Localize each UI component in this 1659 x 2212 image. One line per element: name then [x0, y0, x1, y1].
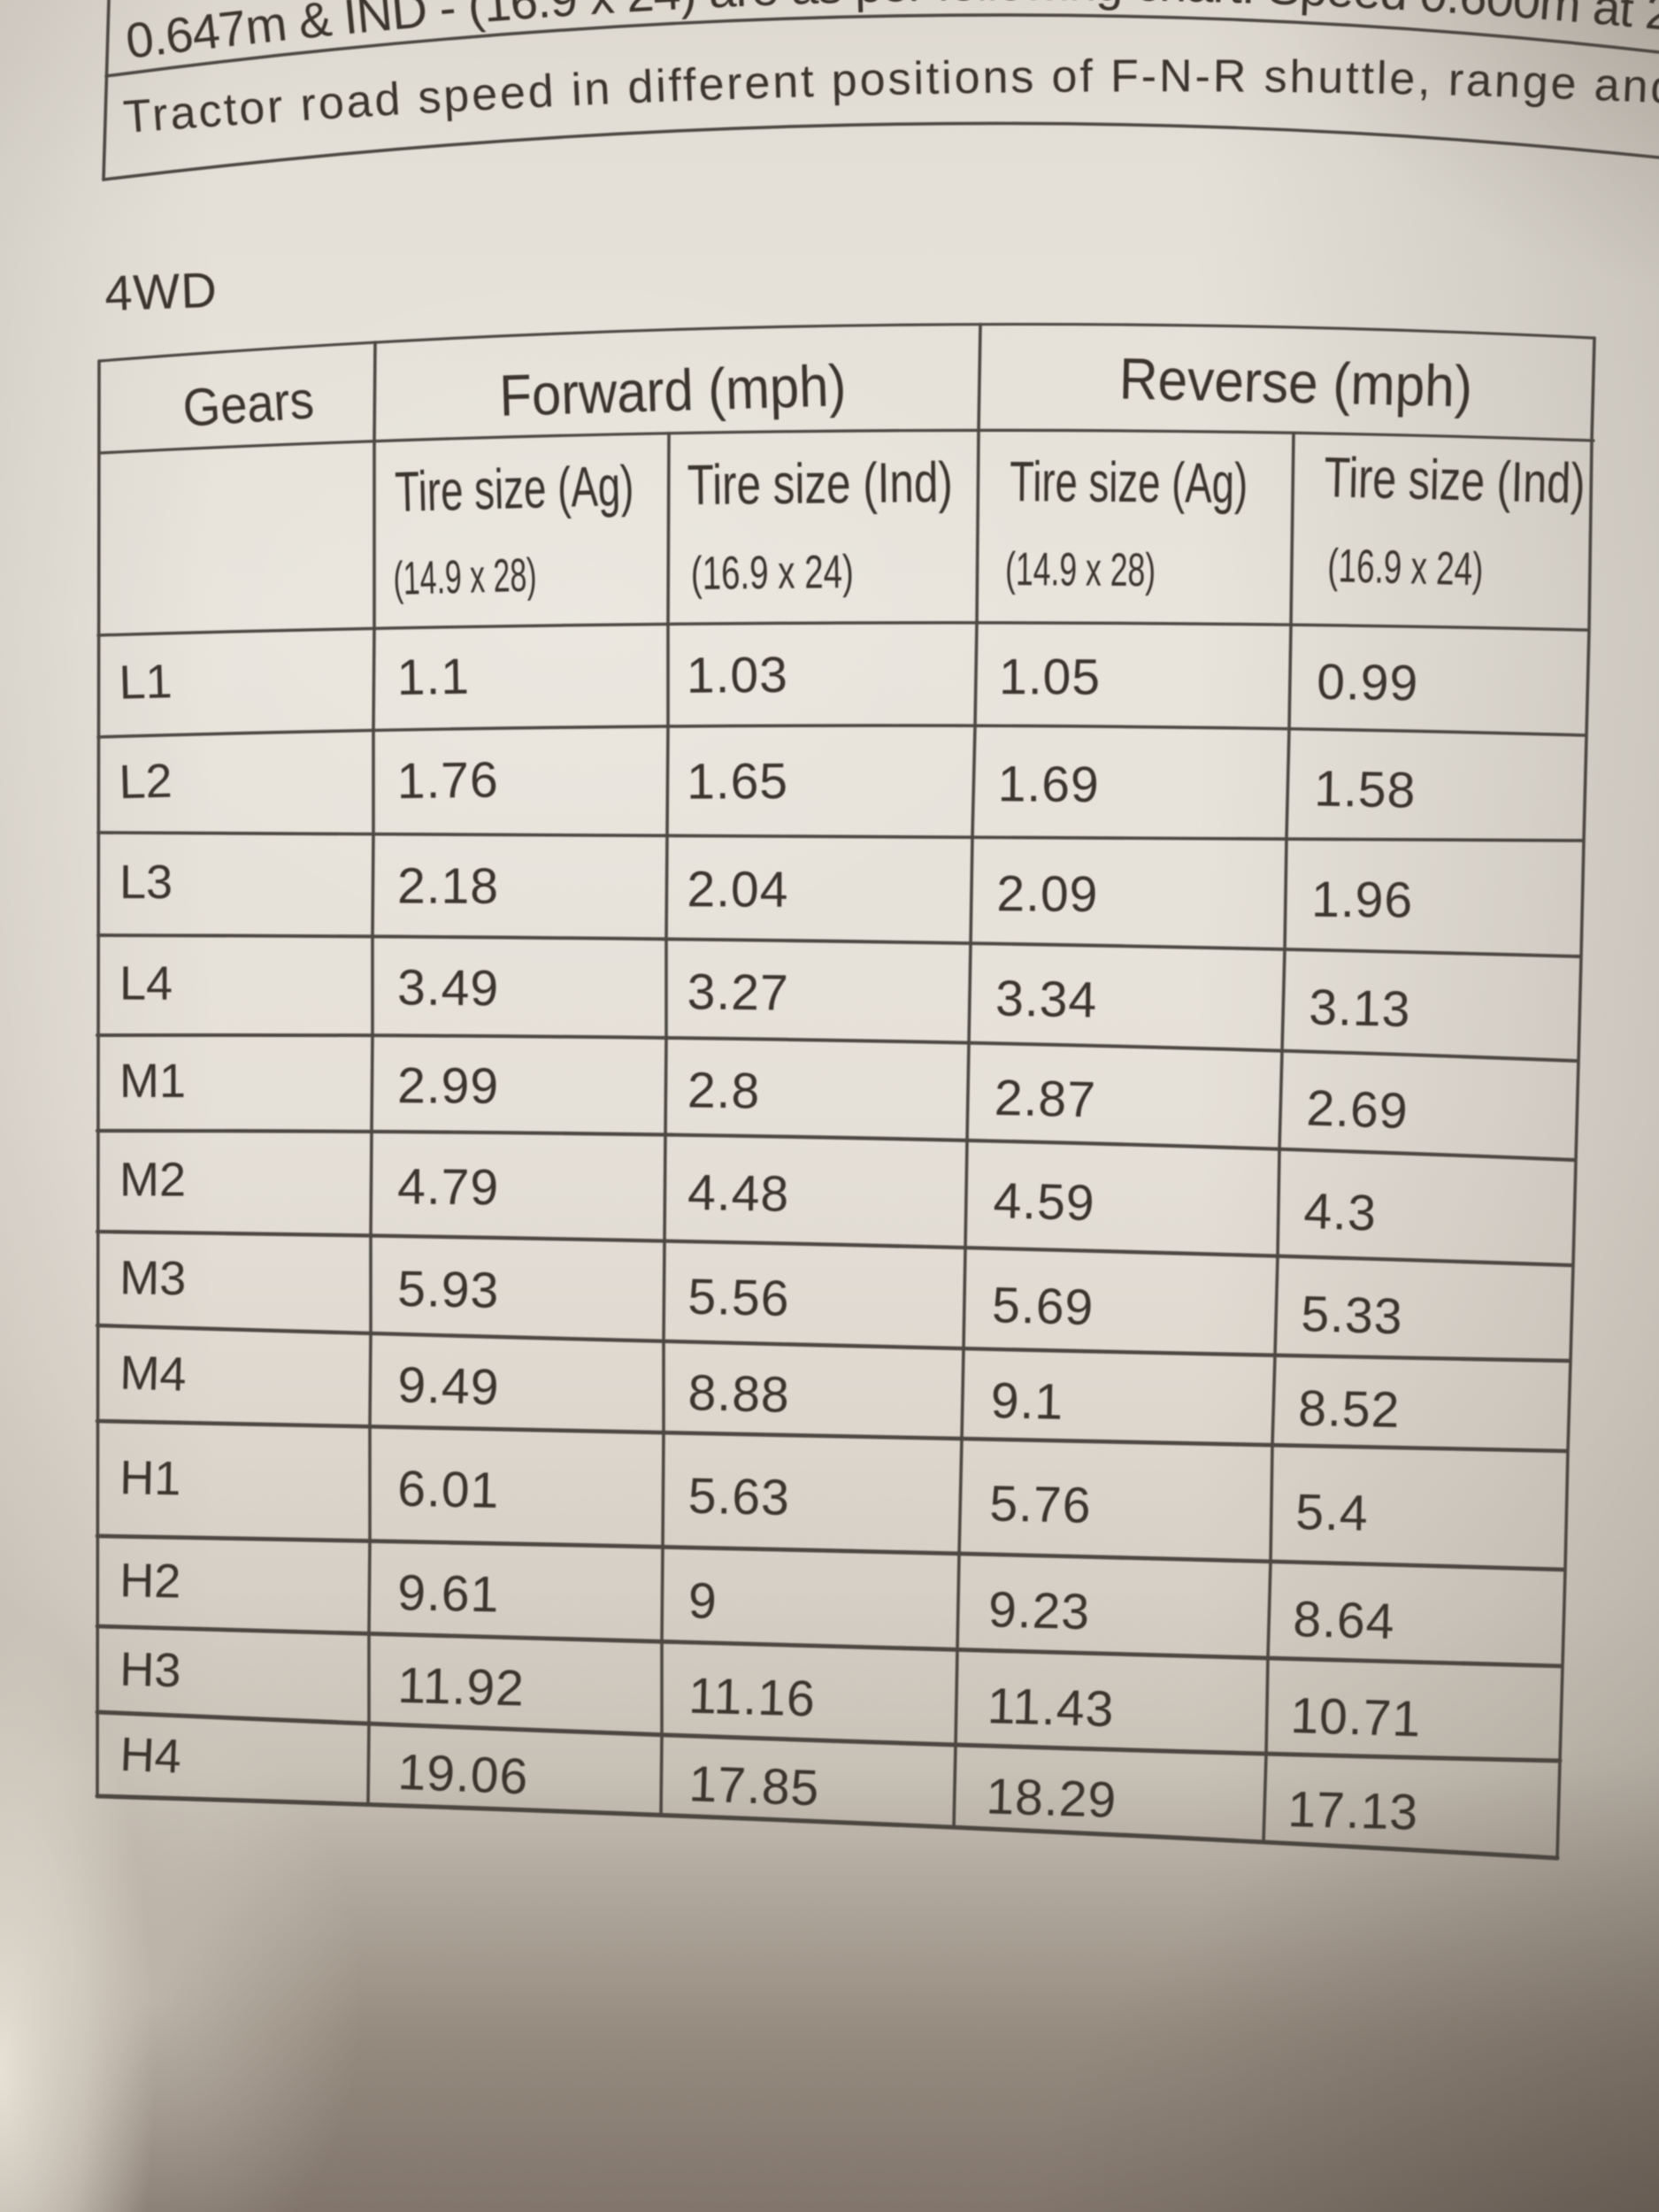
- svg-text:H3: H3: [119, 1643, 182, 1698]
- svg-text:17.85: 17.85: [688, 1755, 821, 1816]
- svg-text:2.18: 2.18: [397, 858, 499, 915]
- svg-text:18.29: 18.29: [986, 1768, 1118, 1828]
- svg-text:Tire size (Ind): Tire size (Ind): [1324, 445, 1586, 515]
- svg-text:9.61: 9.61: [397, 1564, 500, 1623]
- svg-text:5.4: 5.4: [1295, 1484, 1370, 1542]
- svg-text:(16.9 x 24): (16.9 x 24): [690, 546, 854, 600]
- svg-text:4.3: 4.3: [1303, 1183, 1378, 1242]
- svg-text:1.05: 1.05: [999, 649, 1101, 705]
- svg-text:H4: H4: [119, 1728, 182, 1784]
- svg-text:Reverse (mph): Reverse (mph): [1118, 345, 1473, 419]
- svg-text:3.49: 3.49: [397, 959, 499, 1017]
- svg-text:2.99: 2.99: [397, 1057, 499, 1115]
- svg-text:M2: M2: [119, 1153, 186, 1206]
- svg-text:3.13: 3.13: [1309, 979, 1411, 1039]
- svg-text:(16.9 x 24): (16.9 x 24): [1327, 540, 1484, 595]
- svg-text:Forward (mph): Forward (mph): [498, 352, 847, 428]
- svg-text:1.69: 1.69: [998, 756, 1100, 813]
- svg-text:3.34: 3.34: [995, 971, 1098, 1029]
- svg-text:10.71: 10.71: [1290, 1687, 1422, 1747]
- svg-text:1.03: 1.03: [687, 647, 788, 704]
- svg-text:H2: H2: [119, 1554, 181, 1608]
- svg-text:Tire size (Ag): Tire size (Ag): [1010, 449, 1248, 515]
- svg-text:5.33: 5.33: [1301, 1286, 1404, 1345]
- svg-text:2.8: 2.8: [687, 1062, 761, 1119]
- svg-text:5.63: 5.63: [687, 1468, 790, 1526]
- svg-text:2.09: 2.09: [996, 865, 1098, 923]
- svg-text:5.93: 5.93: [397, 1261, 500, 1319]
- svg-text:5.56: 5.56: [687, 1269, 790, 1327]
- svg-text:4.59: 4.59: [993, 1172, 1096, 1232]
- svg-text:1.96: 1.96: [1311, 872, 1413, 929]
- svg-text:Tire size (Ag): Tire size (Ag): [394, 454, 634, 524]
- svg-text:M4: M4: [119, 1347, 188, 1402]
- svg-text:9.1: 9.1: [990, 1372, 1064, 1431]
- svg-text:1.76: 1.76: [396, 752, 499, 810]
- svg-text:8.88: 8.88: [687, 1364, 791, 1424]
- svg-text:H1: H1: [119, 1451, 181, 1505]
- svg-text:9.49: 9.49: [397, 1356, 501, 1416]
- svg-text:Tire size (Ind): Tire size (Ind): [687, 450, 953, 517]
- svg-text:L4: L4: [119, 957, 173, 1010]
- svg-text:2.87: 2.87: [994, 1070, 1096, 1129]
- svg-text:3.27: 3.27: [687, 964, 789, 1021]
- svg-text:Gears: Gears: [181, 370, 316, 438]
- svg-text:9: 9: [687, 1572, 718, 1630]
- svg-text:5.76: 5.76: [989, 1476, 1092, 1534]
- svg-text:L2: L2: [119, 755, 173, 810]
- svg-text:M1: M1: [119, 1055, 186, 1108]
- svg-text:(14.9 x 28): (14.9 x 28): [393, 549, 538, 605]
- svg-text:4WD: 4WD: [104, 262, 219, 321]
- svg-text:9.23: 9.23: [987, 1581, 1090, 1640]
- svg-text:L1: L1: [119, 655, 173, 710]
- svg-text:0.99: 0.99: [1317, 654, 1419, 712]
- svg-text:8.64: 8.64: [1293, 1591, 1396, 1650]
- svg-text:1.1: 1.1: [396, 649, 470, 706]
- svg-text:5.69: 5.69: [991, 1277, 1094, 1336]
- svg-text:2.04: 2.04: [687, 861, 788, 918]
- svg-text:11.16: 11.16: [687, 1668, 816, 1728]
- svg-text:11.92: 11.92: [397, 1657, 526, 1717]
- svg-text:(14.9 x 28): (14.9 x 28): [1005, 543, 1156, 596]
- svg-text:M3: M3: [119, 1251, 187, 1305]
- svg-text:11.43: 11.43: [987, 1678, 1115, 1738]
- svg-text:4.48: 4.48: [687, 1164, 790, 1223]
- svg-text:1.65: 1.65: [687, 753, 788, 810]
- svg-text:1.58: 1.58: [1314, 760, 1417, 818]
- svg-text:19.06: 19.06: [396, 1744, 529, 1806]
- svg-text:8.52: 8.52: [1298, 1380, 1401, 1439]
- svg-text:6.01: 6.01: [397, 1461, 500, 1519]
- svg-text:4.79: 4.79: [397, 1158, 500, 1216]
- svg-text:2.69: 2.69: [1306, 1079, 1409, 1140]
- svg-text:17.13: 17.13: [1287, 1781, 1419, 1841]
- svg-text:L3: L3: [119, 856, 173, 909]
